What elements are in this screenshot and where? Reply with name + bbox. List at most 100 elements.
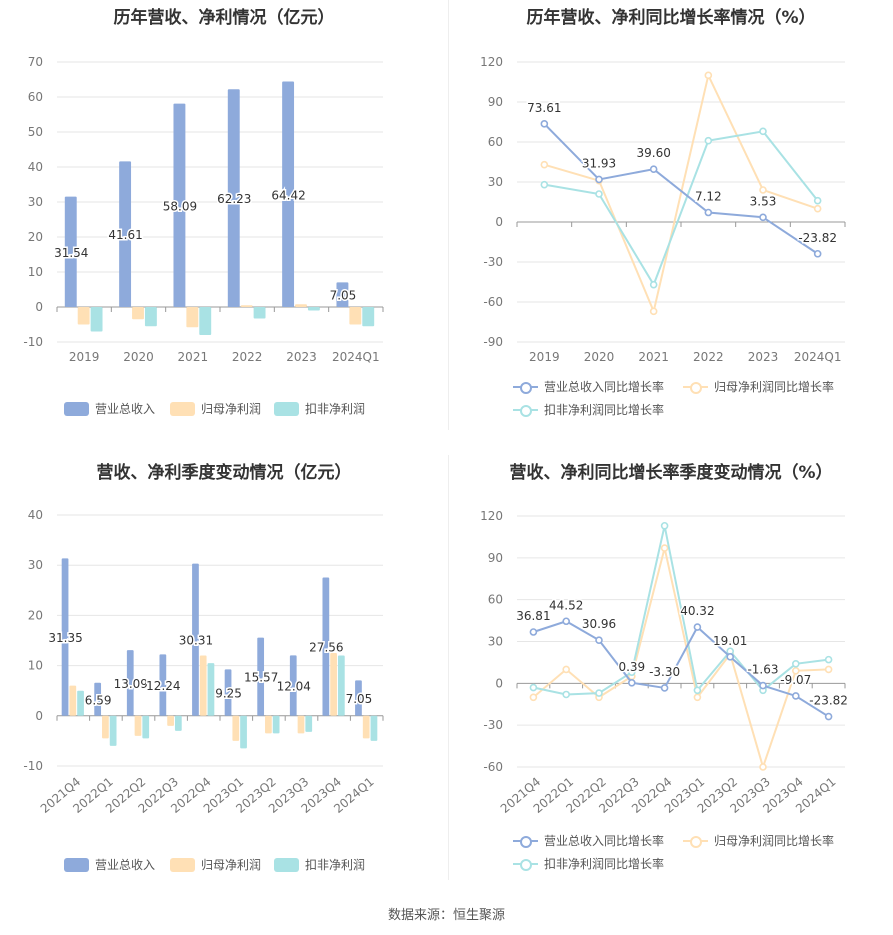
chart-title: 历年营收、净利情况（亿元）: [113, 8, 335, 28]
data-point: [791, 660, 800, 668]
bar-revenue: [64, 196, 77, 307]
data-point: [529, 683, 538, 692]
data-label: 15.57: [244, 671, 278, 685]
data-label: 36.81: [516, 609, 550, 623]
data-point: [660, 684, 669, 692]
data-point: [704, 71, 713, 80]
series-line-net-growth: [544, 72, 818, 315]
legend-swatch-deducted-profit: [274, 401, 299, 416]
data-label: 3.53: [750, 194, 777, 208]
legend-item-revenue[interactable]: 营业总收入: [64, 856, 155, 873]
data-label: 40.32: [680, 604, 714, 618]
x-tick-label: 2022: [232, 350, 263, 364]
data-label: 30.96: [582, 617, 616, 631]
data-label: 31.93: [582, 156, 616, 170]
legend-swatch-net-profit: [170, 401, 195, 416]
bar-deducted-profit: [142, 715, 150, 739]
chart-panel-annual-growth: 历年营收、净利同比增长率情况（%） -90 -60 -30 0 30 60 90 120 201…: [449, 0, 893, 430]
data-point: [540, 160, 549, 169]
y-tick-label: 40: [28, 160, 43, 174]
data-label: 62.23: [217, 192, 251, 206]
bar-deducted-profit: [207, 663, 215, 716]
data-label: 6.59: [85, 693, 112, 707]
bar-net-profit: [102, 715, 109, 739]
data-point: [595, 636, 603, 644]
y-tick-label: -60: [483, 295, 503, 309]
bar-net-profit: [297, 715, 305, 734]
data-point: [704, 136, 713, 145]
legend-item-deducted-growth[interactable]: 扣非净利润同比增长率: [513, 855, 664, 872]
legend-item-net-growth[interactable]: 归母净利润同比增长率: [683, 378, 834, 395]
data-point: [693, 693, 702, 702]
legend-label: 营业总收入同比增长率: [544, 380, 665, 394]
data-label: -1.63: [747, 663, 778, 677]
bar-revenue: [119, 161, 132, 307]
legend-label: 扣非净利润: [305, 402, 366, 416]
legend-label: 归母净利润: [201, 402, 262, 416]
data-point: [649, 280, 658, 289]
x-tick-label: 2021: [178, 350, 209, 364]
legend-label: 归母净利润同比增长率: [714, 380, 835, 394]
y-tick-label: 30: [488, 635, 503, 649]
chart-title: 营收、净利同比增长率季度变动情况（%）: [509, 463, 833, 483]
chart-panel-quarterly-growth: 营收、净利同比增长率季度变动情况（%） -60 -30 0 30 60 90 120 2021…: [449, 455, 893, 885]
chart-panel-annual-revenue: 历年营收、净利情况（亿元） -10 0 10 20 30 40 50 60 70 2019 2020…: [0, 0, 448, 430]
y-tick-label: 0: [495, 676, 503, 690]
data-point: [595, 689, 603, 697]
bar-net-profit: [295, 304, 307, 307]
data-label: -3.30: [649, 665, 680, 679]
series-line-revenue-growth: [543, 123, 819, 255]
bar-revenue: [61, 558, 69, 716]
x-tick-label: 2019: [69, 350, 100, 364]
chart-legend: 营业总收入同比增长率 归母净利润同比增长率 扣非净利润同比增长率: [449, 378, 893, 422]
data-label: 44.52: [549, 598, 583, 612]
data-source-note: 数据来源：恒生聚源: [387, 908, 505, 923]
y-tick-label: 60: [488, 135, 503, 149]
legend-item-deducted-profit[interactable]: 扣非净利润: [274, 400, 365, 417]
data-label: 58.09: [163, 199, 197, 213]
bar-deducted-profit: [77, 690, 84, 716]
legend-item-net-growth[interactable]: 归母净利润同比增长率: [683, 832, 834, 849]
bar-deducted-profit: [240, 715, 247, 749]
legend-item-deducted-profit[interactable]: 扣非净利润: [274, 856, 365, 873]
y-tick-label: 20: [28, 608, 43, 622]
data-label: 7.05: [330, 289, 357, 303]
bar-net-profit: [77, 307, 90, 325]
legend-item-net-profit[interactable]: 归母净利润: [170, 400, 261, 417]
y-tick-label: -30: [483, 718, 503, 732]
data-label: 27.56: [309, 641, 343, 655]
bar-revenue: [94, 682, 102, 716]
legend-item-net-profit[interactable]: 归母净利润: [170, 856, 261, 873]
bar-net-profit: [69, 685, 77, 716]
legend-swatch-revenue: [64, 401, 89, 416]
bar-revenue: [224, 669, 232, 716]
bar-revenue: [173, 103, 186, 307]
bar-net-profit: [186, 307, 199, 328]
y-tick-label: 120: [480, 55, 503, 69]
legend-item-revenue-growth[interactable]: 营业总收入同比增长率: [513, 832, 664, 849]
legend-label: 营业总收入: [95, 858, 156, 872]
bar-revenue: [355, 680, 362, 716]
y-tick-label: 30: [28, 558, 43, 572]
chart-title: 营收、净利季度变动情况（亿元）: [96, 463, 352, 483]
data-point: [660, 521, 669, 530]
y-tick-label: -10: [23, 335, 43, 349]
bar-net-profit: [199, 655, 207, 716]
chart-legend: 营业总收入 归母净利润 扣非净利润: [0, 400, 448, 424]
data-label: 7.05: [346, 692, 373, 706]
data-point: [824, 665, 833, 674]
legend-swatch-net-profit: [170, 857, 195, 872]
y-tick-label: 30: [28, 195, 43, 209]
bar-revenue: [192, 563, 199, 716]
legend-item-revenue-growth[interactable]: 营业总收入同比增长率: [513, 378, 664, 395]
data-point: [813, 249, 822, 258]
legend-item-deducted-growth[interactable]: 扣非净利润同比增长率: [513, 401, 664, 418]
legend-item-revenue[interactable]: 营业总收入: [64, 400, 155, 417]
legend-label: 扣非净利润同比增长率: [544, 403, 665, 417]
y-tick-label: 90: [488, 551, 503, 565]
chart-annual-revenue-profit: -10 0 10 20 30 40 50 60 70 2019 2020 2021 2022 2023 20…: [23, 55, 384, 364]
x-tick-label: 2024Q1: [332, 350, 380, 364]
y-tick-label: 20: [28, 230, 43, 244]
data-label: 39.60: [636, 146, 670, 160]
chart-legend: 营业总收入 归母净利润 扣非净利润: [0, 856, 448, 880]
